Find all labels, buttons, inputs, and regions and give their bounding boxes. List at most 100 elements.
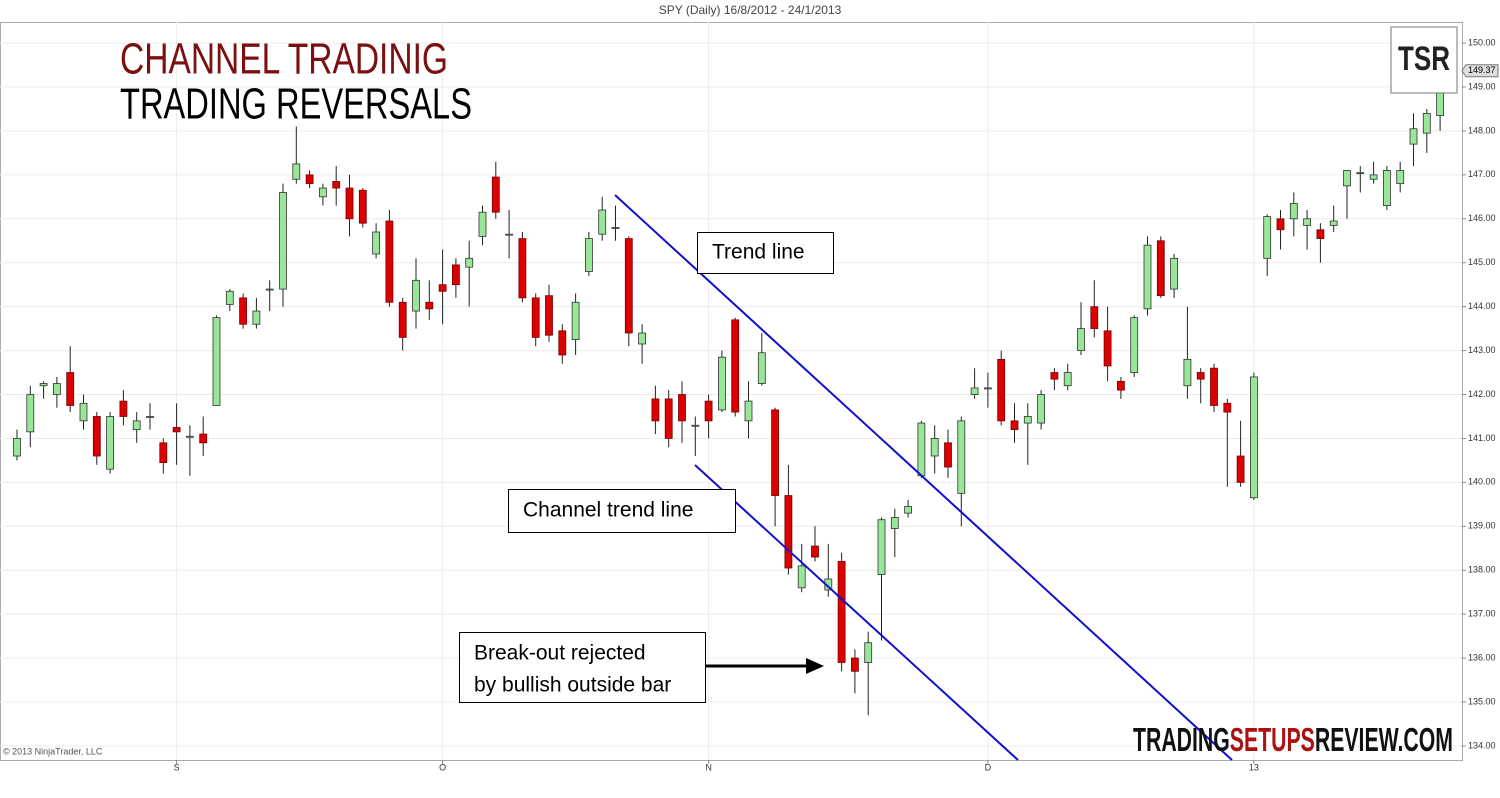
- candle-body: [930, 438, 939, 457]
- y-tick-label: 148.00: [1468, 125, 1496, 135]
- candle-body: [757, 352, 766, 384]
- candle-body: [545, 295, 553, 336]
- y-tick-label: 135.00: [1468, 696, 1496, 706]
- candle-body: [159, 442, 168, 464]
- candle-body: [1010, 420, 1019, 431]
- candle-body: [1383, 170, 1391, 207]
- candle-body: [837, 561, 846, 663]
- x-tick-label: 13: [1249, 762, 1259, 772]
- candle-body: [944, 442, 952, 468]
- candle-body: [691, 424, 700, 427]
- candle-body: [890, 517, 899, 529]
- candle-body: [212, 317, 221, 406]
- candle-body: [984, 387, 992, 390]
- candle-body: [13, 438, 21, 457]
- arrow-head: [806, 658, 824, 674]
- candle-body: [465, 257, 474, 268]
- candle-body: [664, 398, 673, 439]
- candle-body: [970, 387, 979, 395]
- candle-body: [638, 332, 646, 345]
- candle-body: [585, 238, 593, 272]
- candle-body: [79, 402, 88, 422]
- candle-body: [1303, 218, 1311, 226]
- candle-body: [385, 220, 394, 303]
- candle-body: [811, 545, 819, 558]
- candle-body: [1316, 229, 1325, 239]
- candle-body: [718, 356, 726, 411]
- candle-body: [877, 519, 886, 576]
- candle-body: [26, 394, 35, 433]
- candle-body: [265, 288, 274, 291]
- headline: CHANNEL TRADINIG: [120, 35, 448, 84]
- candle-body: [784, 495, 793, 569]
- y-tick-label: 139.00: [1468, 521, 1496, 531]
- candle-body: [957, 420, 966, 494]
- annotation: Trend line: [712, 241, 805, 264]
- candle-body: [531, 297, 540, 338]
- candle-body: [491, 176, 500, 213]
- candle-body: [1289, 203, 1298, 220]
- last-price-label: 149.37: [1468, 65, 1496, 75]
- candle-body: [704, 400, 713, 422]
- candle-body: [997, 358, 1006, 422]
- candle-body: [1343, 170, 1351, 187]
- y-tick-label: 142.00: [1468, 389, 1496, 399]
- candle-body: [624, 238, 633, 334]
- candle-body: [1090, 306, 1099, 330]
- candle-body: [345, 187, 354, 220]
- last-price-marker: [1461, 64, 1499, 78]
- watermark-part: SETUPS: [1230, 721, 1315, 758]
- candle-body: [1369, 174, 1378, 180]
- x-tick-label: N: [705, 762, 712, 772]
- candle-body: [332, 181, 341, 189]
- plot-frame: [0, 22, 1463, 761]
- candle-body: [1170, 257, 1178, 290]
- candle-body: [731, 319, 740, 413]
- copyright: © 2013 NinjaTrader, LLC: [3, 746, 103, 756]
- candle-body: [358, 189, 367, 224]
- y-tick-label: 143.00: [1468, 345, 1496, 355]
- candle-body: [239, 297, 248, 325]
- candle-body: [1356, 172, 1365, 175]
- candle-body: [279, 192, 287, 290]
- y-tick-label: 149.00: [1468, 81, 1496, 91]
- candle-body: [1143, 244, 1152, 310]
- watermark-part: REVIEW.COM: [1315, 721, 1453, 758]
- candle-body: [1023, 416, 1032, 424]
- trend-line: [614, 194, 1233, 761]
- y-tick-label: 137.00: [1468, 609, 1496, 619]
- candle-body: [132, 420, 141, 431]
- candle-body: [451, 264, 460, 286]
- candle-body: [1250, 376, 1258, 499]
- candle-body: [185, 435, 194, 438]
- annotation-box: [508, 489, 736, 533]
- candle-body: [318, 187, 327, 198]
- candle-body: [1130, 317, 1139, 373]
- candle-body: [917, 422, 926, 477]
- candle-body: [797, 565, 806, 589]
- candle-body: [1037, 394, 1045, 424]
- channel-line: [694, 464, 1019, 761]
- subheadline: TRADING REVERSALS: [120, 80, 472, 129]
- candle-body: [744, 400, 753, 422]
- logo: TSR: [1398, 40, 1450, 78]
- candle-body: [372, 231, 381, 255]
- candle-body: [678, 394, 686, 422]
- candle-body: [119, 400, 128, 417]
- candle-body: [39, 383, 48, 387]
- y-tick-label: 147.00: [1468, 169, 1496, 179]
- candle-body: [1236, 455, 1245, 483]
- candle-body: [1396, 170, 1405, 185]
- chart-title: SPY (Daily) 16/8/2012 - 24/1/2013: [659, 3, 842, 17]
- watermark: TRADINGSETUPSREVIEW.COM: [1133, 721, 1453, 758]
- candle-body: [1409, 128, 1418, 145]
- candle-body: [598, 209, 607, 235]
- annotation-box: [697, 232, 834, 274]
- candle-body: [225, 290, 234, 305]
- y-tick-label: 145.00: [1468, 257, 1496, 267]
- y-tick-label: 150.00: [1468, 37, 1496, 47]
- candle-body: [438, 284, 447, 292]
- candle-body: [172, 427, 181, 433]
- y-tick-label: 138.00: [1468, 565, 1496, 575]
